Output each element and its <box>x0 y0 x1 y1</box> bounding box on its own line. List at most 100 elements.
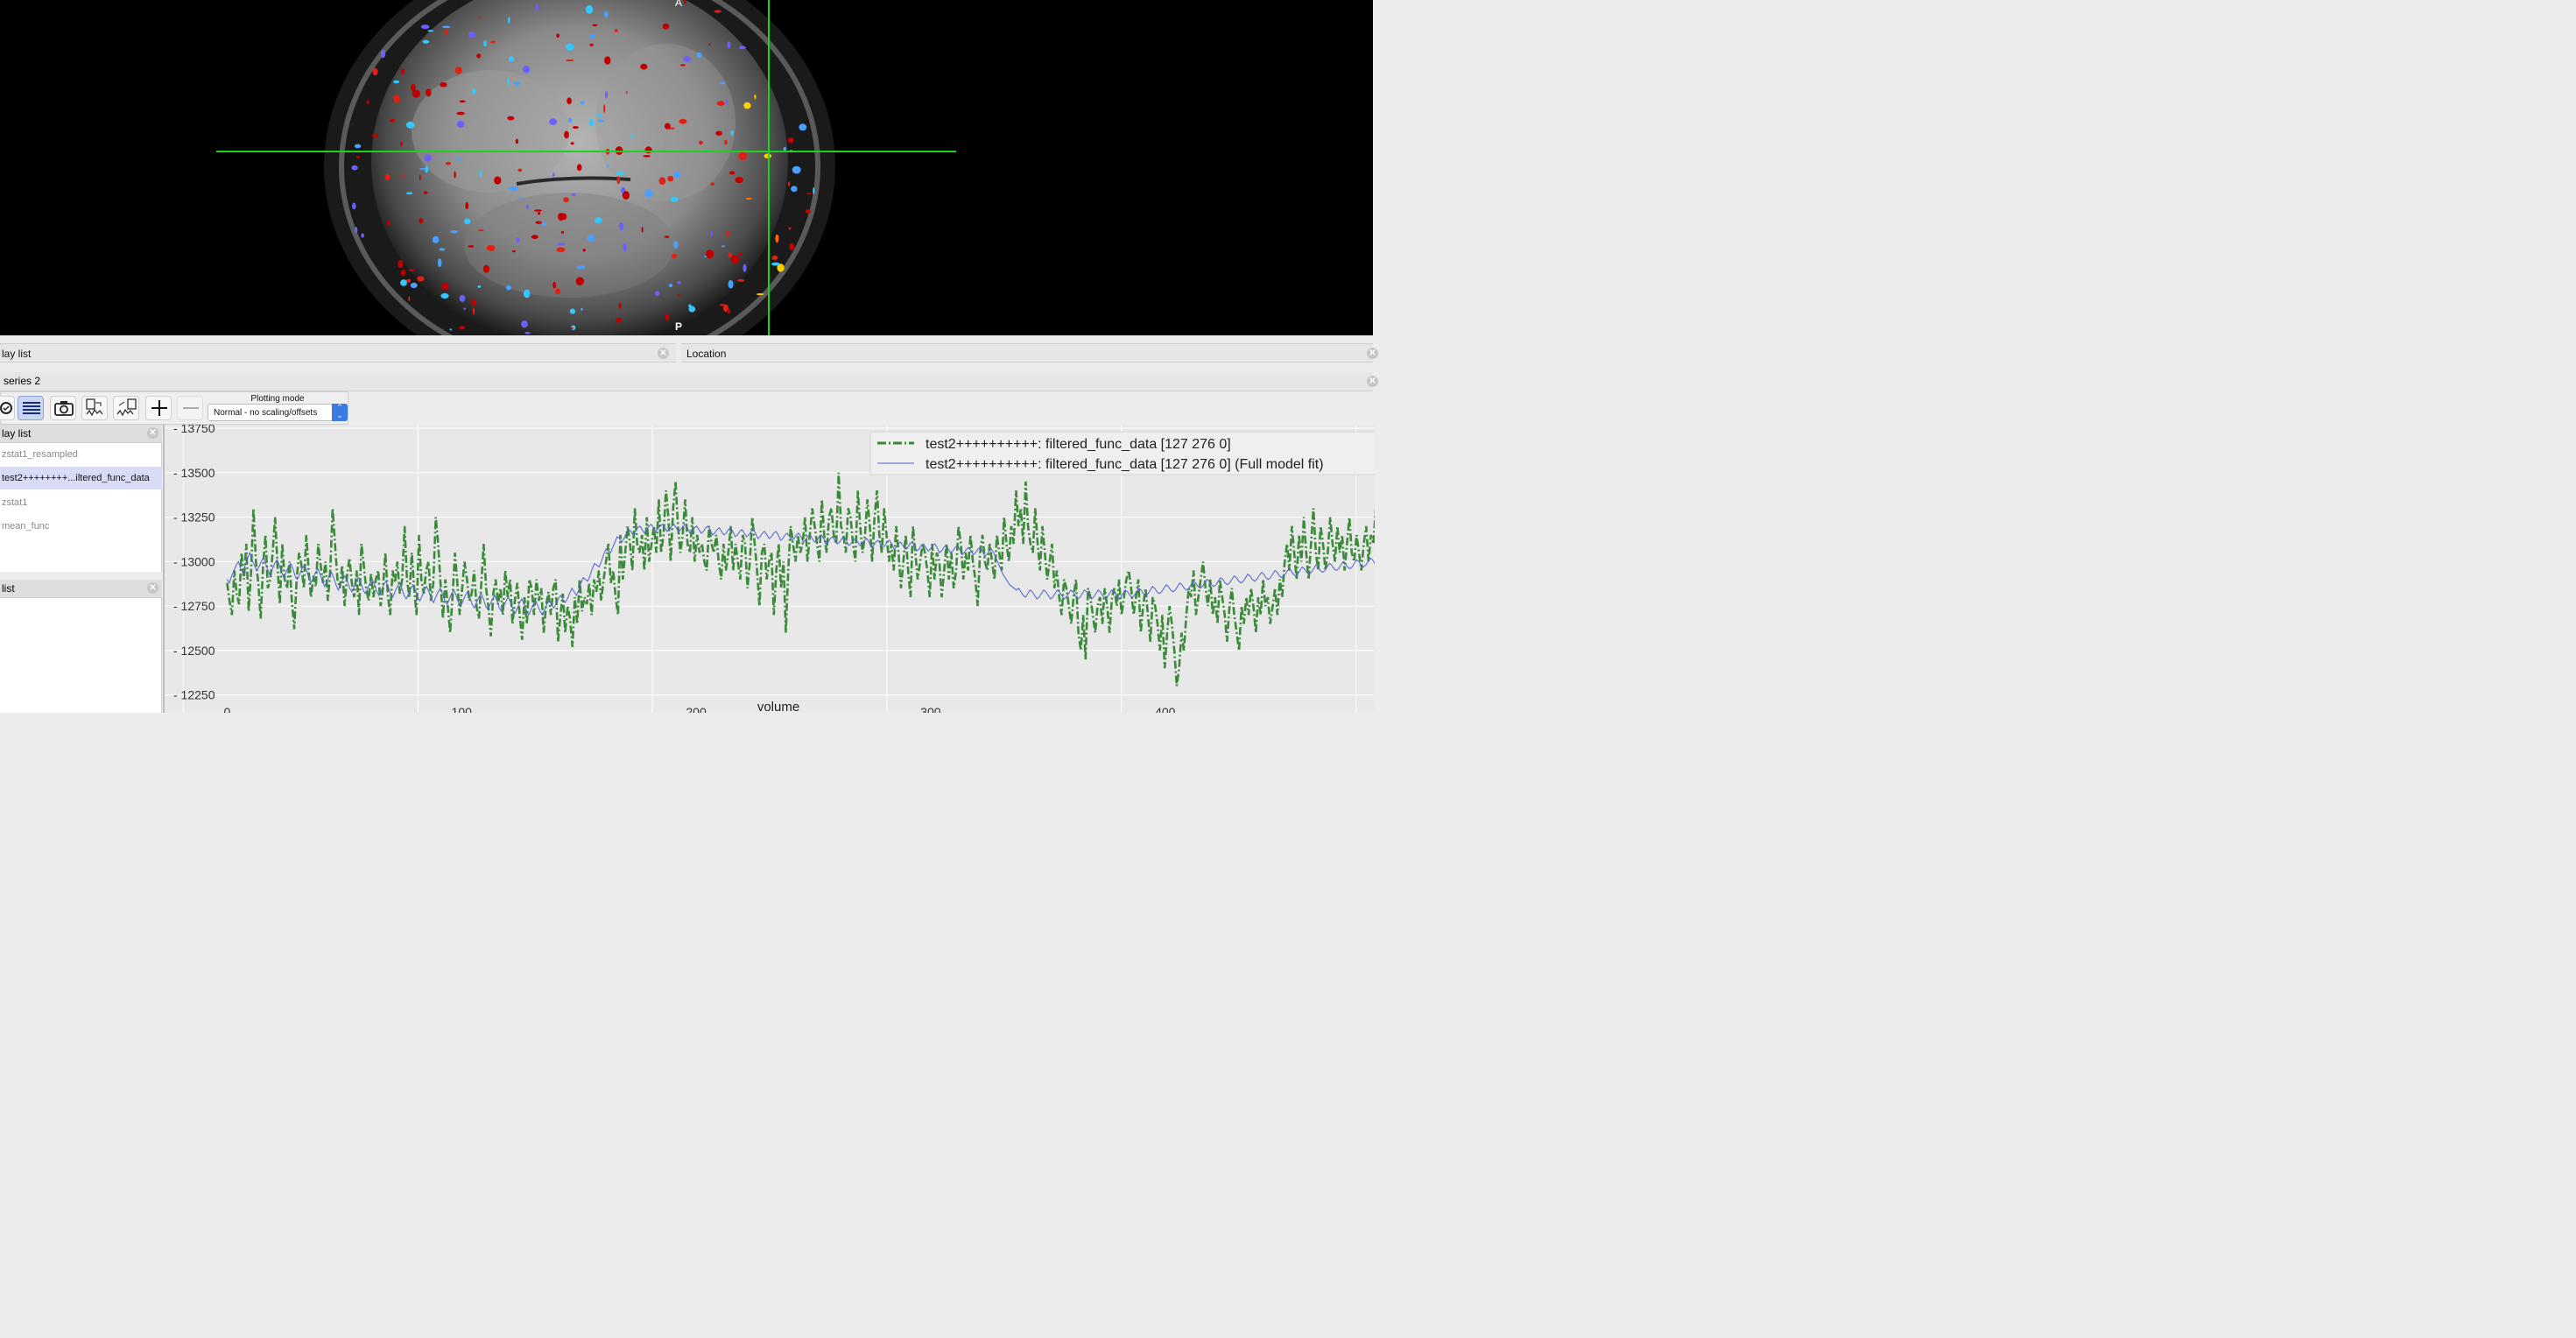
activation-cluster <box>407 278 411 284</box>
activation-cluster <box>677 294 680 297</box>
activation-cluster <box>516 237 520 243</box>
overlay-list-panel-title: lay list <box>2 348 32 360</box>
activation-cluster <box>445 28 448 36</box>
activation-cluster <box>441 282 449 290</box>
add-button[interactable] <box>145 396 172 420</box>
settings-button[interactable] <box>0 396 15 420</box>
activation-cluster <box>679 118 687 124</box>
activation-cluster <box>518 196 523 200</box>
activation-cluster <box>515 138 519 144</box>
x-tick-label: 0 <box>223 705 230 713</box>
screenshot-button[interactable] <box>50 396 76 420</box>
activation-cluster <box>525 204 530 209</box>
activation-cluster <box>614 29 618 32</box>
activation-cluster <box>618 222 624 231</box>
activation-cluster <box>728 279 734 289</box>
activation-cluster <box>727 41 731 49</box>
activation-cluster <box>667 175 674 182</box>
activation-cluster <box>589 33 595 39</box>
activation-cluster <box>507 116 515 121</box>
activation-cluster <box>538 212 541 215</box>
list-item-selected[interactable]: test2++++++++...iltered_func_data <box>0 467 162 489</box>
overlay-list-panel-header: lay list ✕ <box>0 343 676 363</box>
brain-slice-canvas[interactable]: A P <box>0 0 1373 335</box>
x-tick-label: 100 <box>452 705 473 713</box>
activation-cluster <box>371 133 379 137</box>
activation-cluster <box>437 258 442 268</box>
activation-cluster <box>439 248 446 251</box>
activation-cluster <box>494 176 502 185</box>
activation-cluster <box>589 43 594 46</box>
series-line-data <box>226 472 1375 687</box>
timeseries-chart[interactable]: - 12250 - 12500 - 12750 - 13000 - 13250 - 135… <box>165 425 1375 713</box>
import-data-button[interactable] <box>81 396 108 420</box>
activation-cluster <box>582 249 586 252</box>
close-icon[interactable]: ✕ <box>658 348 669 359</box>
close-icon[interactable]: ✕ <box>1367 376 1378 387</box>
series-line-model-fit <box>226 523 1375 616</box>
activation-cluster <box>483 40 487 47</box>
legend-label: test2++++++++++: filtered_func_data [127… <box>926 457 1324 472</box>
activation-cluster <box>771 255 778 260</box>
activation-cluster <box>446 161 451 165</box>
activation-cluster <box>355 156 361 158</box>
timeseries-toolbar: Plotting mode Normal - no scaling/offset… <box>0 391 348 425</box>
activation-cluster <box>567 117 573 123</box>
activation-cluster <box>535 4 538 11</box>
activation-cluster <box>468 245 475 248</box>
activation-cluster <box>478 16 481 19</box>
list-item[interactable]: zstat1_resampled <box>2 449 78 460</box>
ortho-viewer[interactable]: A P <box>0 0 1373 335</box>
activation-cluster <box>398 259 404 269</box>
list-toggle-button[interactable] <box>18 396 44 420</box>
activation-cluster <box>725 99 728 105</box>
activation-cluster <box>555 288 561 295</box>
activation-cluster <box>595 217 602 224</box>
close-icon[interactable]: ✕ <box>1367 348 1378 359</box>
activation-cluster <box>791 186 798 193</box>
activation-cluster <box>366 100 370 105</box>
activation-cluster <box>575 277 584 286</box>
activation-cluster <box>419 218 424 224</box>
activation-cluster <box>464 218 471 225</box>
close-icon[interactable]: ✕ <box>147 427 158 439</box>
legend <box>869 431 1375 475</box>
activation-cluster <box>410 282 418 288</box>
activation-cluster <box>630 135 635 138</box>
activation-cluster <box>408 269 415 271</box>
activation-cluster <box>743 264 747 272</box>
activation-cluster <box>557 243 566 246</box>
x-tick-label: 200 <box>686 705 707 713</box>
activation-cluster <box>673 171 681 179</box>
remove-button[interactable] <box>177 396 203 420</box>
activation-cluster <box>728 171 735 175</box>
activation-cluster <box>756 293 764 295</box>
activation-cluster <box>454 171 456 179</box>
plot-list <box>0 598 162 713</box>
activation-cluster <box>607 164 609 168</box>
plotting-mode-select[interactable]: Normal - no scaling/offsets ⌃ ⌄ <box>208 404 348 421</box>
x-axis-label: volume <box>757 700 799 713</box>
activation-cluster <box>716 101 725 106</box>
activation-cluster <box>680 64 686 67</box>
activation-cluster <box>426 88 432 97</box>
close-icon[interactable]: ✕ <box>147 582 158 594</box>
activation-cluster <box>571 193 576 196</box>
activation-cluster <box>522 66 531 74</box>
activation-cluster <box>372 67 378 76</box>
remove-icon <box>183 407 199 409</box>
export-data-button[interactable] <box>113 396 139 420</box>
activation-cluster <box>777 264 785 272</box>
activation-cluster <box>482 264 490 273</box>
list-item[interactable]: zstat1 <box>2 497 28 508</box>
activation-cluster <box>622 191 630 200</box>
list-item[interactable]: mean_func <box>2 521 50 532</box>
activation-cluster <box>708 43 711 46</box>
activation-cluster <box>699 140 703 145</box>
activation-cluster <box>401 173 405 178</box>
timeseries-plot[interactable]: - 12250 - 12500 - 12750 - 13000 - 13250 - 135… <box>163 425 1375 713</box>
activation-cluster <box>623 243 627 252</box>
export-data-icon <box>116 398 137 417</box>
activation-cluster <box>592 24 598 27</box>
activation-cluster <box>738 151 748 160</box>
